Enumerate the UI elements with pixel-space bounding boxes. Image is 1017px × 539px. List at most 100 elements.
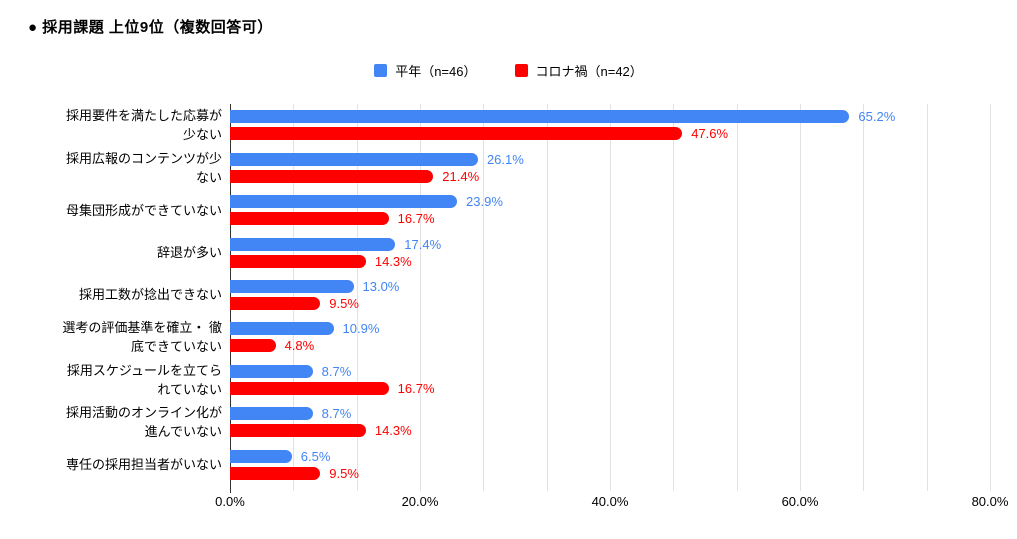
bar-group: 65.2% 47.6% <box>230 104 990 146</box>
bar-line-series-1: 4.8% <box>230 338 990 354</box>
category-label: 採用活動のオンライン化が 進んでいない <box>65 405 222 440</box>
bar-line-series-1: 16.7% <box>230 211 990 227</box>
bar-line-series-0: 26.1% <box>230 151 990 167</box>
category-label: 選考の評価基準を確立・ 徹底できていない <box>62 320 222 355</box>
category-label: 辞退が多い <box>156 245 222 261</box>
gridline <box>926 104 928 491</box>
bar-line-series-1: 14.3% <box>230 423 990 439</box>
category-label: 母集団形成ができていない <box>65 202 222 218</box>
x-axis-labels: 0.0% 20.0% 40.0% 60.0% 80.0% <box>215 494 1008 512</box>
bar-series-1 <box>230 466 321 480</box>
x-tick-label: 80.0% <box>971 494 1009 509</box>
bar-value-label: 4.8% <box>284 338 315 354</box>
bar-value-label: 16.7% <box>397 211 435 227</box>
bar-line-series-1: 16.7% <box>230 380 990 396</box>
plot-area: 65.2% 47.6% 26.1% 21.4% 23.9% 16.7% 17.4% 14.3%… <box>230 104 991 493</box>
bar-value-label: 14.3% <box>374 253 412 269</box>
bar-value-label: 9.5% <box>329 465 359 481</box>
bar-value-label: 26.1% <box>486 151 524 167</box>
bar-line-series-0: 13.0% <box>230 278 990 294</box>
bar-line-series-1: 9.5% <box>230 295 990 311</box>
bar-line-series-0: 17.4% <box>230 236 990 252</box>
gridline <box>546 104 548 491</box>
bar-line-series-0: 6.5% <box>230 448 990 464</box>
bar-series-0 <box>230 110 850 124</box>
category-label: 採用広報のコンテンツが少 ない <box>65 150 222 185</box>
bar-value-label: 6.5% <box>300 448 331 464</box>
bar-value-label: 8.7% <box>321 406 352 422</box>
bar-series-0 <box>230 322 334 336</box>
bar-series-0 <box>230 152 478 166</box>
legend-item-0: 平年（n=46） <box>374 61 477 80</box>
chart-title: ● 採用課題 上位9位（複数回答可） <box>28 19 273 36</box>
bar-group: 17.4% 14.3% <box>230 231 990 273</box>
bar-line-series-1: 9.5% <box>230 465 990 481</box>
bar-group: 8.7% 16.7% <box>230 359 990 401</box>
bar-value-label: 47.6% <box>691 126 729 142</box>
x-tick-label: 40.0% <box>591 494 629 509</box>
bar-group: 26.1% 21.4% <box>230 146 990 188</box>
bar-series-1 <box>230 212 389 226</box>
x-tick-label: 60.0% <box>781 494 819 509</box>
x-tick-label: 0.0% <box>215 494 245 509</box>
x-tick-label: 20.0% <box>401 494 439 509</box>
bar-line-series-1: 47.6% <box>230 126 990 142</box>
bar-series-1 <box>230 339 276 353</box>
category-label: 専任の採用担当者がいない <box>65 457 222 473</box>
bar-value-label: 16.7% <box>397 380 435 396</box>
gridline <box>990 104 991 491</box>
bar-value-label: 21.4% <box>442 168 480 184</box>
legend-label: 平年（n=46） <box>395 64 477 79</box>
category-label: 採用要件を満たした応募が 少ない <box>65 108 222 143</box>
bar-series-1 <box>230 381 389 395</box>
gridline <box>736 104 738 491</box>
bar-line-series-0: 23.9% <box>230 194 990 210</box>
bar-rows: 65.2% 47.6% 26.1% 21.4% 23.9% 16.7% 17.4% 14.3%… <box>230 104 990 486</box>
bar-line-series-0: 10.9% <box>230 321 990 337</box>
bar-series-1 <box>230 424 366 438</box>
bar-value-label: 9.5% <box>329 295 359 311</box>
category-label: 採用工数が捻出できない <box>78 287 222 303</box>
legend-swatch-icon <box>374 64 388 77</box>
gridline <box>356 104 358 491</box>
gridline <box>420 104 421 491</box>
bar-group: 8.7% 14.3% <box>230 401 990 443</box>
bar-group: 23.9% 16.7% <box>230 189 990 231</box>
gridline <box>610 104 611 491</box>
legend-label: コロナ禍（n=42） <box>535 64 643 79</box>
legend-item-1: コロナ禍（n=42） <box>514 61 643 80</box>
gridline <box>863 104 865 491</box>
category-label: 採用スケジュールを立てら れていない <box>66 362 222 397</box>
gridline <box>483 104 485 491</box>
bar-series-0 <box>230 364 313 378</box>
bar-group: 10.9% 4.8% <box>230 316 990 358</box>
legend: 平年（n=46） コロナ禍（n=42） <box>0 61 1017 80</box>
bar-series-0 <box>230 195 458 209</box>
bar-value-label: 10.9% <box>342 321 380 337</box>
bar-value-label: 17.4% <box>404 236 442 252</box>
bar-series-1 <box>230 254 366 268</box>
bar-series-0 <box>230 237 396 251</box>
bar-value-label: 8.7% <box>321 363 352 379</box>
bar-value-label: 65.2% <box>858 109 896 125</box>
bar-line-series-0: 8.7% <box>230 406 990 422</box>
bar-group: 6.5% 9.5% <box>230 444 990 486</box>
category-labels: 採用要件を満たした応募が 少ない 採用広報のコンテンツが少 ない母集団形成ができていな… <box>8 104 222 486</box>
gridline <box>800 104 801 491</box>
bar-group: 13.0% 9.5% <box>230 274 990 316</box>
bar-series-1 <box>230 127 683 141</box>
bar-line-series-1: 14.3% <box>230 253 990 269</box>
bar-value-label: 23.9% <box>466 194 503 210</box>
bar-series-0 <box>230 449 292 463</box>
bar-series-1 <box>230 296 321 310</box>
bar-series-0 <box>230 279 354 293</box>
legend-swatch-icon <box>514 64 528 77</box>
bar-line-series-0: 65.2% <box>230 109 990 125</box>
gridline <box>673 104 675 491</box>
bar-line-series-0: 8.7% <box>230 363 990 379</box>
bar-value-label: 13.0% <box>362 278 400 294</box>
bar-value-label: 14.3% <box>374 423 412 439</box>
bar-line-series-1: 21.4% <box>230 168 990 184</box>
bar-series-0 <box>230 407 313 421</box>
